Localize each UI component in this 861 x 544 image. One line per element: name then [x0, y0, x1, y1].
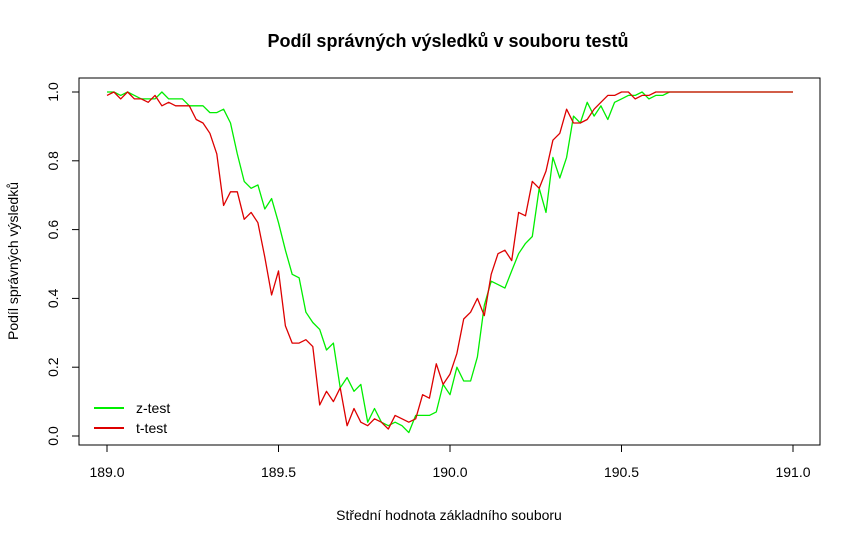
x-axis: 189.0 189.5 190.0 190.5 191.0 — [89, 444, 811, 480]
series-layer — [106, 91, 793, 434]
x-tick-label: 191.0 — [775, 464, 810, 480]
y-tick-label: 0.0 — [45, 426, 61, 446]
legend: z-test t-test — [94, 400, 170, 436]
series-line-t-test — [106, 91, 793, 430]
y-tick-label: 1.0 — [45, 82, 61, 102]
y-tick-label: 0.4 — [45, 288, 61, 308]
x-tick-label: 189.5 — [261, 464, 296, 480]
chart-title: Podíl správných výsledků v souboru testů — [267, 31, 628, 51]
legend-label-t-test: t-test — [136, 420, 167, 436]
y-tick-label: 0.2 — [45, 357, 61, 377]
y-axis: 0.0 0.2 0.4 0.6 0.8 1.0 — [45, 82, 80, 446]
y-tick-label: 0.6 — [45, 220, 61, 240]
x-axis-label: Střední hodnota základního souboru — [336, 507, 562, 523]
y-axis-label: Podíl správných výsledků — [5, 182, 21, 340]
x-tick-label: 189.0 — [89, 464, 124, 480]
x-tick-label: 190.5 — [604, 464, 639, 480]
y-tick-label: 0.8 — [45, 151, 61, 171]
x-tick-label: 190.0 — [432, 464, 467, 480]
legend-label-z-test: z-test — [136, 400, 170, 416]
